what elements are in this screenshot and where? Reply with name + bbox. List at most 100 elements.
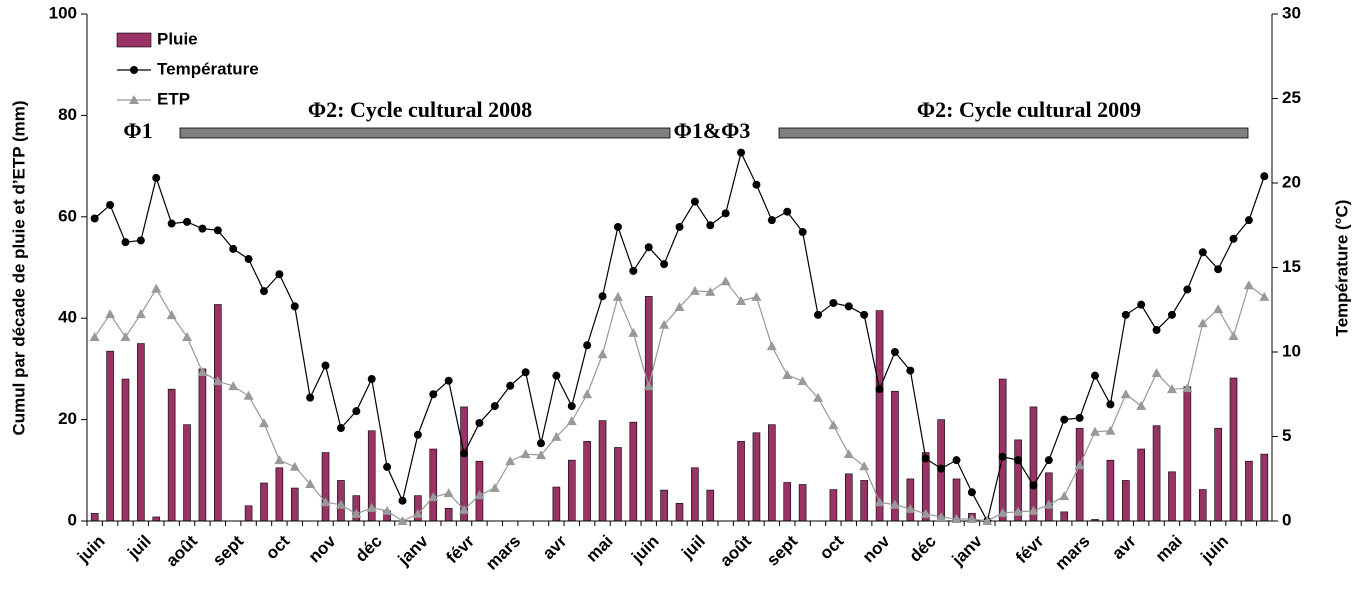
point <box>228 381 239 391</box>
bar <box>121 378 130 522</box>
x-tick-label: févr <box>1012 531 1048 567</box>
point <box>1244 216 1253 225</box>
point <box>952 456 961 465</box>
x-tick-label: janv <box>948 531 987 570</box>
point <box>335 499 346 509</box>
x-tick-label: nov <box>859 531 894 566</box>
point <box>674 302 685 312</box>
y2-tick-label: 30 <box>1282 3 1301 22</box>
point <box>459 504 470 514</box>
bar <box>1214 427 1222 522</box>
y-tick-label: 60 <box>58 206 77 225</box>
point <box>1167 310 1176 319</box>
y2-axis-label: Température (°C) <box>1332 200 1351 337</box>
point <box>182 331 193 341</box>
point <box>136 236 145 245</box>
bar <box>1045 472 1053 522</box>
point <box>1166 384 1177 394</box>
y-tick-label: 0 <box>68 510 77 529</box>
point <box>1229 234 1238 243</box>
point <box>690 197 699 206</box>
bar <box>137 343 145 522</box>
point <box>166 310 177 320</box>
x-tick-label: juil <box>123 532 155 564</box>
point <box>89 331 100 341</box>
point <box>135 309 146 319</box>
bar <box>275 467 284 522</box>
point <box>429 390 438 399</box>
legend-marker <box>129 95 139 104</box>
point <box>597 349 608 359</box>
bar <box>1137 448 1145 522</box>
point <box>920 508 931 518</box>
bar <box>1029 406 1038 522</box>
point <box>229 244 238 253</box>
x-tick-label: juin <box>73 532 109 568</box>
x-tick-label: oct <box>816 531 848 563</box>
point <box>813 392 824 402</box>
bar <box>798 484 807 522</box>
point <box>966 513 977 523</box>
point <box>889 499 900 509</box>
legend-label: Température <box>157 59 259 78</box>
point <box>720 276 731 286</box>
point <box>1059 491 1070 501</box>
legend-marker <box>129 95 139 104</box>
point <box>706 221 715 230</box>
bar <box>706 489 715 522</box>
x-tick-label: sept <box>209 531 247 569</box>
bar <box>198 368 207 522</box>
point <box>874 497 885 507</box>
point <box>644 243 653 252</box>
point <box>321 361 330 370</box>
y2-tick-label: 5 <box>1282 426 1291 445</box>
bar <box>567 459 576 522</box>
point <box>1151 367 1162 377</box>
point <box>1152 326 1161 335</box>
point <box>567 402 576 411</box>
x-tick-label: mai <box>1152 532 1186 566</box>
point <box>197 366 208 376</box>
point <box>1014 456 1023 465</box>
point <box>1028 505 1039 515</box>
point <box>1197 318 1208 328</box>
point <box>90 214 99 223</box>
point <box>259 287 268 296</box>
point <box>398 496 407 505</box>
legend-marker <box>130 66 138 74</box>
point <box>998 452 1007 461</box>
bar <box>183 424 191 522</box>
y2-tick-label: 20 <box>1282 172 1301 191</box>
legend-label: Pluie <box>157 29 198 48</box>
bar <box>290 487 299 522</box>
point <box>289 461 300 471</box>
point <box>244 255 253 264</box>
point <box>797 376 808 386</box>
x-tick-label: juin <box>1197 532 1233 568</box>
point <box>521 368 530 377</box>
point <box>444 376 453 385</box>
x-tick-label: févr <box>443 531 479 567</box>
point <box>1090 426 1101 436</box>
bar <box>614 447 622 522</box>
point <box>997 507 1008 517</box>
point <box>383 462 392 471</box>
period-bar <box>778 127 1249 139</box>
annotation: Φ1 <box>123 118 152 143</box>
point <box>320 497 331 507</box>
bar <box>552 486 561 522</box>
point <box>212 376 223 386</box>
point <box>659 319 670 329</box>
point <box>566 416 577 426</box>
bar <box>783 482 792 522</box>
x-tick-label: juil <box>677 532 709 564</box>
point <box>1259 291 1270 301</box>
point <box>951 513 962 523</box>
bar <box>906 478 915 522</box>
x-tick-label: nov <box>305 531 340 566</box>
x-tick-label: mars <box>482 532 524 574</box>
point <box>906 366 915 375</box>
point <box>1182 383 1193 393</box>
bar <box>152 516 161 522</box>
bar <box>244 505 253 522</box>
